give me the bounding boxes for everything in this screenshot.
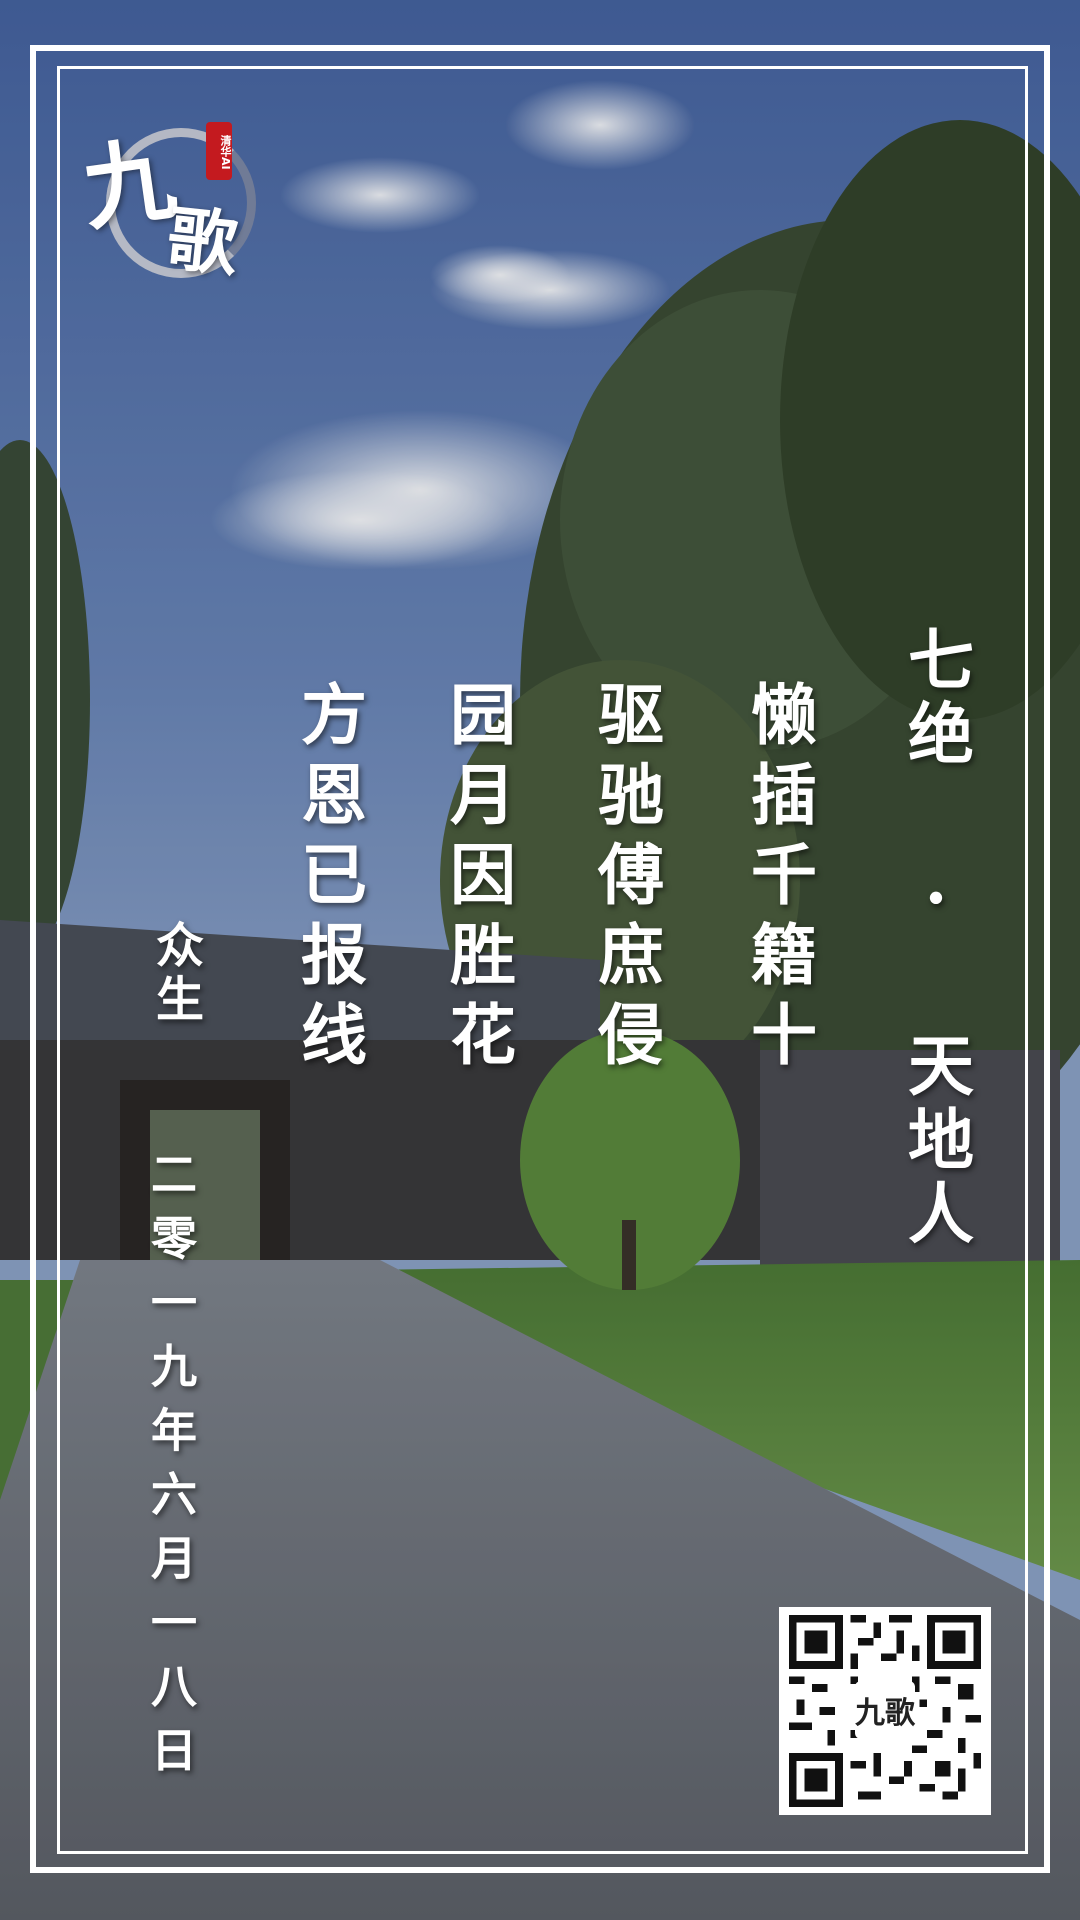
poem-title: 七绝 · 天地人 <box>897 625 975 1253</box>
qr-code[interactable]: 九歌 <box>779 1607 991 1815</box>
logo-seal: 清华AI <box>206 122 232 180</box>
poem-author: 众生 <box>147 920 203 1028</box>
poem-line-3: 园月因胜花 <box>439 680 517 1080</box>
poem-date: 二零一九年六月一八日 <box>144 1150 198 1790</box>
poem-line-4: 方恩已报线 <box>290 680 368 1080</box>
poem-line-1: 懒插千籍十 <box>740 680 818 1080</box>
logo-char-jiu: 九 <box>75 124 183 244</box>
qr-center-logo: 九歌 <box>855 1681 915 1739</box>
poem-line-2: 驱驰傅庶侵 <box>587 680 665 1080</box>
logo-ring <box>106 128 256 278</box>
jiuge-logo: 九 歌 清华AI <box>76 110 268 290</box>
logo-char-ge: 歌 <box>163 196 242 287</box>
